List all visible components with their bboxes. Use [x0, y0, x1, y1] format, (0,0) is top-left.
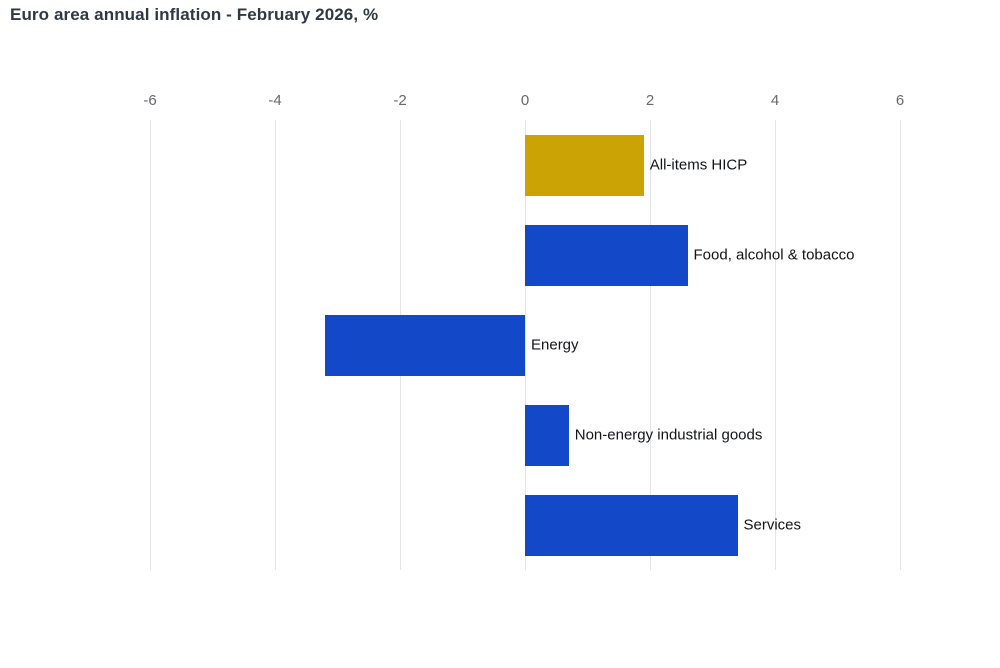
gridline — [899, 120, 901, 570]
x-axis-tick-label: -4 — [268, 92, 282, 109]
gridline — [274, 120, 276, 570]
gridline — [649, 120, 651, 570]
x-axis-tick-label: 6 — [895, 92, 905, 109]
bar-label-energy: Energy — [531, 336, 579, 354]
bar-services — [525, 494, 738, 556]
gridline — [774, 120, 776, 570]
bar-energy — [325, 314, 525, 376]
bar-non-energy-industrial-goods — [525, 404, 569, 466]
plot-area: -6 -4 -2 0 2 4 6 All-items HICP Food, alcohol & … — [143, 92, 904, 570]
bar-food-alcohol-tobacco — [525, 224, 688, 286]
x-axis-tick-label: 4 — [770, 92, 780, 109]
gridline — [149, 120, 151, 570]
x-axis-tick-label: 0 — [520, 92, 530, 109]
bar-label-services: Services — [743, 516, 802, 534]
x-axis-tick-label: 2 — [645, 92, 655, 109]
bar-all-items-hicp — [525, 134, 644, 196]
bar-label-all-items-hicp: All-items HICP — [649, 156, 748, 174]
bar-label-food-alcohol-tobacco: Food, alcohol & tobacco — [693, 246, 855, 264]
bar-label-non-energy-industrial-goods: Non-energy industrial goods — [574, 426, 763, 444]
x-axis-tick-label: -2 — [393, 92, 407, 109]
gridline — [524, 120, 526, 570]
x-axis-tick-label: -6 — [143, 92, 157, 109]
chart-title: Euro area annual inflation - February 20… — [10, 5, 379, 24]
